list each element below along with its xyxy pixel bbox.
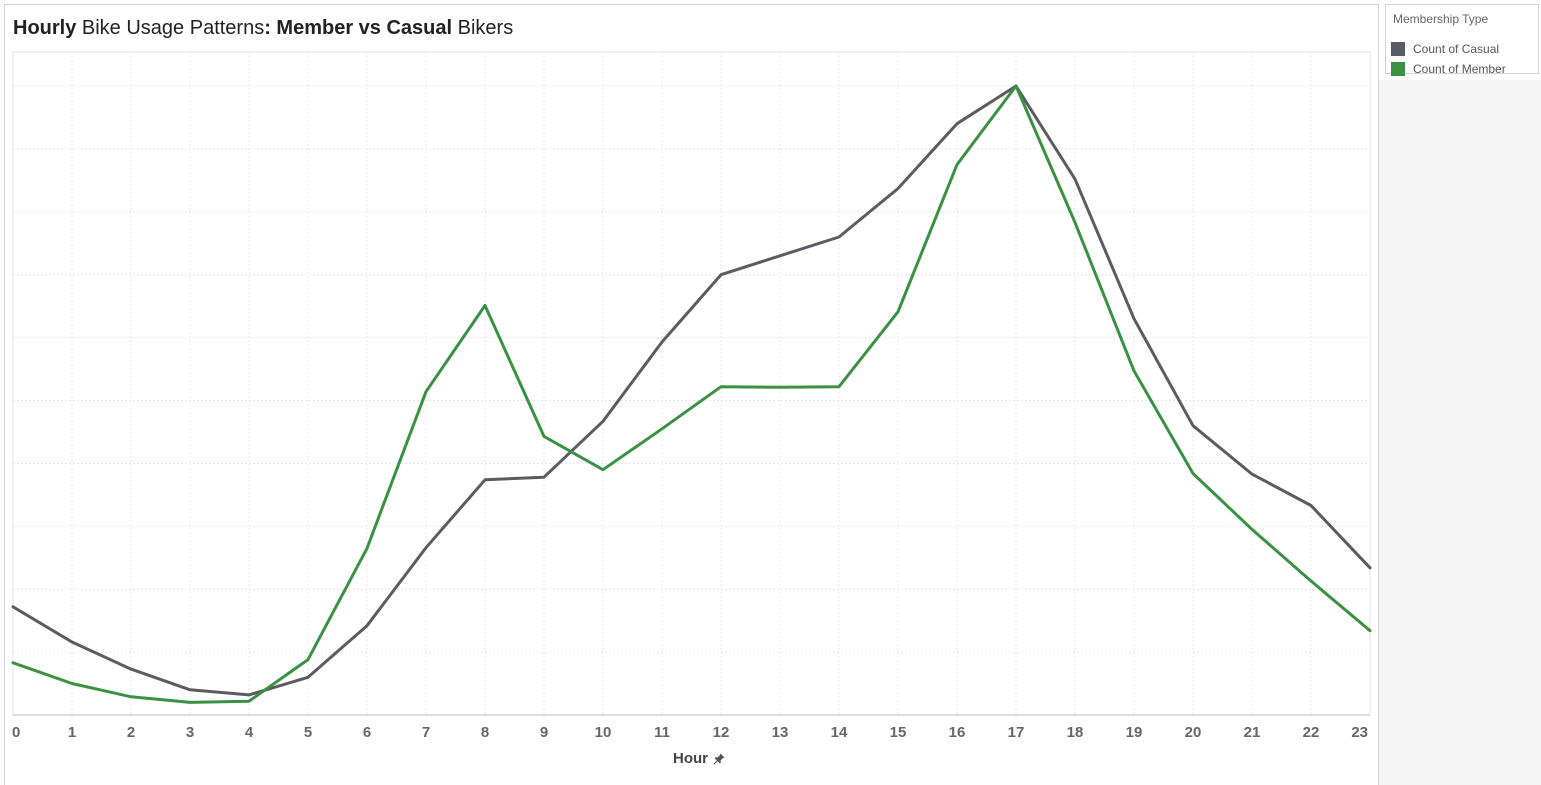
legend-title: Membership Type [1393,12,1489,26]
x-tick-label: 22 [1303,724,1320,741]
data-point-member [896,310,900,314]
data-point-casual [70,640,74,644]
data-point-member [1250,528,1254,531]
x-tick-label: 13 [772,724,789,741]
data-point-casual [188,688,192,692]
data-point-member [70,682,74,685]
x-axis-title[interactable]: Hour [673,750,726,767]
x-tick-label: 8 [481,724,489,741]
data-point-member [1014,84,1018,88]
data-point-member [778,386,782,389]
legend-swatch-casual [1391,42,1405,56]
x-tick-label: 9 [540,724,548,741]
data-point-casual [542,476,546,479]
data-point-member [306,658,310,661]
title-part-usage: Bike Usage Patterns [76,17,265,39]
x-tick-label: 20 [1185,724,1202,741]
x-tick-label: 21 [1244,724,1261,741]
data-point-casual [306,676,310,679]
data-point-member [1132,369,1136,373]
series-line-casual [11,84,1372,697]
data-point-casual [1073,177,1077,181]
x-tick-label: 10 [595,724,612,741]
data-point-casual [719,273,723,276]
x-tick-label: 1 [68,724,76,741]
data-point-casual [1368,566,1372,570]
data-point-casual [129,667,133,671]
title-part-hourly: Hourly [13,17,77,39]
x-tick-label: 15 [890,724,907,741]
x-tick-label: 14 [831,724,848,741]
data-point-member [129,695,133,698]
x-tick-label: 12 [713,724,730,741]
x-tick-label: 17 [1008,724,1025,741]
data-point-member [483,304,487,307]
data-point-casual [837,235,841,239]
x-axis-title-label: Hour [673,750,708,767]
x-tick-label: 7 [422,724,430,741]
x-tick-label: 11 [654,724,670,741]
legend-label-member: Count of Member [1413,62,1506,76]
data-point-casual [660,340,664,344]
title-part-bikers: Bikers [452,17,514,39]
plot-area [12,51,1371,716]
data-point-casual [896,187,900,190]
data-point-member [955,163,959,166]
x-tick-label: 3 [186,724,194,741]
chart-panel [4,4,1379,785]
data-point-casual [424,546,428,549]
legend: Membership Type Count of Casual Count of… [1385,4,1539,77]
series-line-member [11,84,1372,704]
data-point-member [1309,579,1313,583]
x-tick-label: 6 [363,724,371,741]
legend-swatch-member [1391,62,1405,76]
data-point-member [11,661,15,664]
x-tick-label: 16 [949,724,966,741]
legend-item-member[interactable]: Count of Member [1391,61,1506,77]
data-point-member [719,385,723,388]
x-tick-label: 2 [127,724,135,741]
data-point-casual [1309,504,1313,507]
data-point-casual [11,605,15,609]
data-point-casual [483,478,487,481]
title-part-member-vs-casual: : Member vs Casual [264,17,453,39]
side-panel-background [1379,80,1541,785]
data-point-casual [778,254,782,258]
data-point-member [247,699,251,703]
x-tick-label: 4 [245,724,254,741]
x-tick-label: 5 [304,724,312,741]
data-point-casual [601,420,605,423]
data-point-casual [955,122,959,125]
line-chart: 0 1 2 3 4 5 6 7 8 9 10 11 12 13 14 15 16 17 18 19 20 21 22 23 [11,51,1372,741]
data-point-member [542,435,546,438]
data-point-member [424,390,428,393]
data-point-member [1191,472,1195,475]
x-tick-label: 0 [12,724,20,741]
data-point-member [837,385,841,388]
x-tick-label: 18 [1067,724,1084,741]
data-point-member [365,547,369,550]
legend-label-casual: Count of Casual [1413,42,1500,56]
data-point-member [1073,221,1077,224]
data-point-casual [1191,424,1195,427]
pin-icon[interactable] [712,752,726,766]
data-point-casual [1250,472,1254,476]
data-point-casual [365,624,369,627]
x-tick-label: 23 [1351,724,1368,741]
chart-title: Hourly Bike Usage Patterns: Member vs Ca… [13,17,513,43]
data-point-member [188,701,192,704]
x-tick-label: 19 [1126,724,1143,741]
data-point-member [601,468,605,471]
data-point-casual [1132,317,1136,320]
data-point-member [1368,629,1372,632]
legend-item-casual[interactable]: Count of Casual [1391,41,1499,57]
data-point-casual [247,693,251,697]
data-point-member [660,427,664,431]
